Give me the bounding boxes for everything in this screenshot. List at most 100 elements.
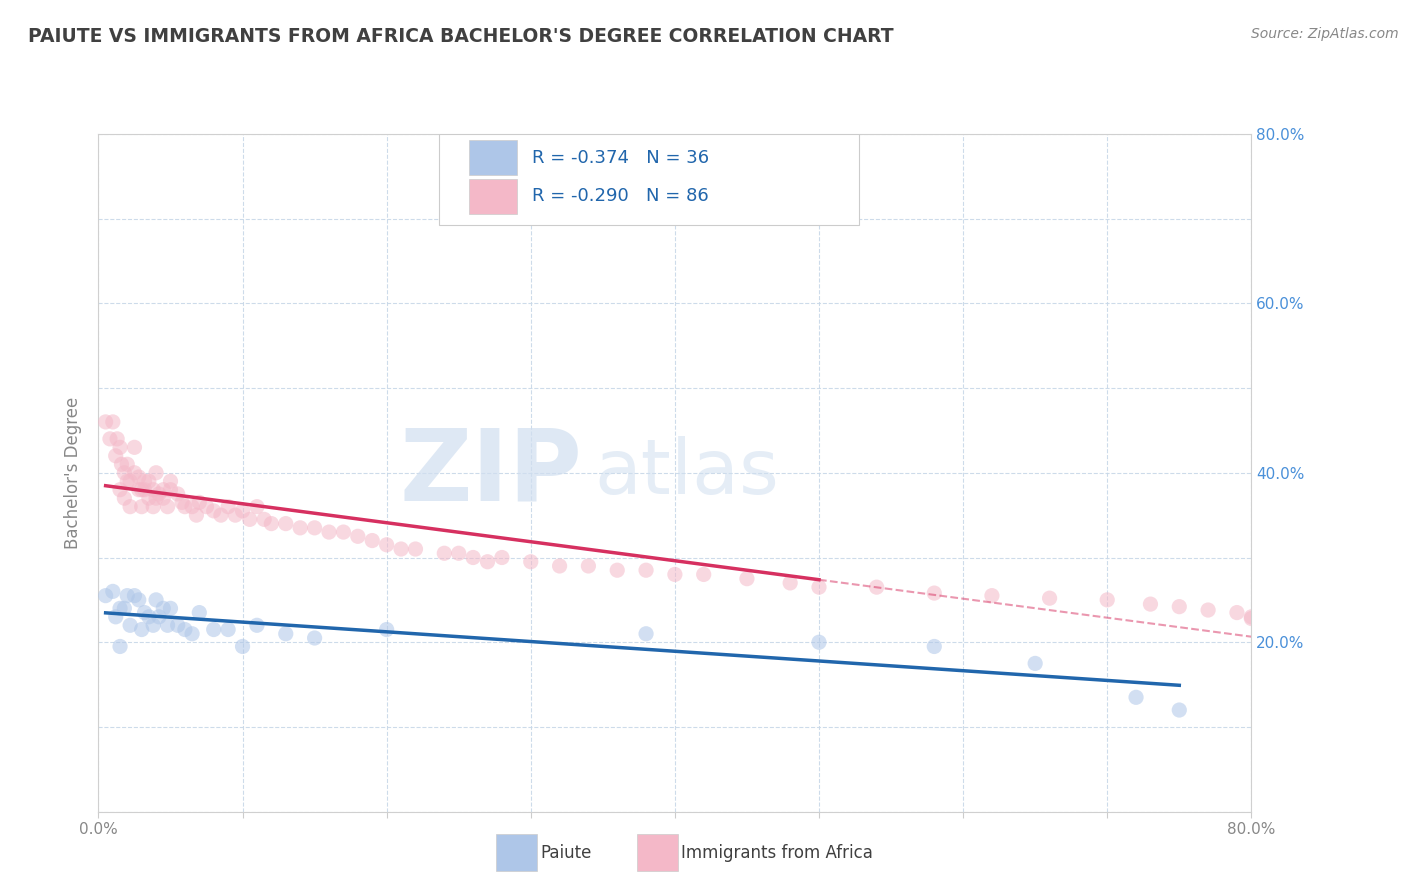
FancyBboxPatch shape — [468, 178, 517, 214]
Point — [477, 555, 499, 569]
Point — [128, 470, 150, 484]
Point — [156, 500, 179, 514]
Point — [131, 500, 153, 514]
Point — [142, 618, 165, 632]
Point — [1097, 592, 1119, 607]
Text: R = -0.290   N = 86: R = -0.290 N = 86 — [531, 187, 709, 205]
Point — [195, 500, 218, 514]
Text: PAIUTE VS IMMIGRANTS FROM AFRICA BACHELOR'S DEGREE CORRELATION CHART: PAIUTE VS IMMIGRANTS FROM AFRICA BACHELO… — [28, 27, 894, 45]
Point — [145, 491, 167, 505]
Point — [405, 541, 427, 557]
Point — [520, 555, 543, 569]
Point — [152, 601, 174, 615]
Point — [188, 495, 211, 509]
Point — [636, 563, 658, 577]
Point — [148, 610, 170, 624]
Point — [145, 592, 167, 607]
Point — [375, 623, 398, 637]
Point — [108, 440, 131, 454]
Point — [807, 635, 830, 649]
Point — [117, 475, 139, 489]
Point — [664, 567, 686, 582]
Point — [156, 618, 179, 632]
Point — [145, 466, 167, 480]
Point — [174, 500, 197, 514]
Point — [202, 623, 225, 637]
Text: R = -0.374   N = 36: R = -0.374 N = 36 — [531, 149, 709, 167]
Point — [134, 483, 156, 497]
Point — [217, 623, 239, 637]
Point — [108, 483, 131, 497]
Point — [274, 626, 297, 640]
Point — [361, 533, 384, 548]
Point — [188, 606, 211, 620]
Point — [159, 601, 181, 615]
Point — [105, 432, 128, 446]
Point — [461, 550, 484, 565]
Point — [110, 458, 132, 472]
Point — [779, 576, 801, 591]
Point — [1226, 606, 1249, 620]
Point — [318, 524, 340, 539]
Point — [104, 449, 127, 463]
Point — [142, 500, 165, 514]
Point — [117, 589, 139, 603]
Point — [735, 572, 758, 586]
Point — [1125, 690, 1147, 705]
Point — [606, 563, 628, 577]
Point — [174, 623, 197, 637]
Point — [239, 512, 262, 526]
Point — [981, 589, 1004, 603]
Point — [922, 640, 945, 654]
Point — [1197, 603, 1219, 617]
Point — [231, 640, 254, 654]
Point — [304, 521, 326, 535]
Point — [112, 466, 135, 480]
Point — [104, 610, 127, 624]
Point — [1168, 599, 1191, 614]
Y-axis label: Bachelor's Degree: Bachelor's Degree — [65, 397, 83, 549]
Point — [1168, 703, 1191, 717]
Point — [138, 610, 160, 624]
Point — [304, 631, 326, 645]
Text: Paiute: Paiute — [540, 844, 592, 862]
Point — [224, 508, 246, 523]
Point — [152, 483, 174, 497]
Text: Immigrants from Africa: Immigrants from Africa — [681, 844, 872, 862]
Point — [346, 529, 368, 543]
Point — [181, 500, 204, 514]
Point — [1240, 611, 1263, 625]
Point — [186, 508, 208, 523]
Point — [166, 618, 188, 632]
Point — [134, 606, 156, 620]
Point — [1139, 597, 1161, 611]
Point — [128, 592, 150, 607]
Text: atlas: atlas — [595, 436, 779, 509]
FancyBboxPatch shape — [468, 140, 517, 175]
Point — [1024, 657, 1046, 671]
Point — [253, 512, 276, 526]
Point — [389, 541, 412, 557]
Point — [693, 567, 716, 582]
Point — [98, 432, 121, 446]
Point — [112, 601, 135, 615]
Point — [134, 475, 156, 489]
Point — [246, 500, 269, 514]
Point — [202, 504, 225, 518]
FancyBboxPatch shape — [439, 134, 859, 226]
Point — [152, 491, 174, 505]
Point — [101, 584, 124, 599]
Point — [159, 475, 181, 489]
Point — [159, 483, 181, 497]
Point — [148, 487, 170, 501]
Point — [181, 626, 204, 640]
Point — [548, 558, 571, 574]
Point — [117, 458, 139, 472]
Point — [94, 415, 117, 429]
Point — [124, 466, 146, 480]
Point — [807, 580, 830, 594]
Point — [124, 440, 146, 454]
Point — [209, 508, 232, 523]
Text: ZIP: ZIP — [399, 425, 582, 521]
Point — [166, 487, 188, 501]
